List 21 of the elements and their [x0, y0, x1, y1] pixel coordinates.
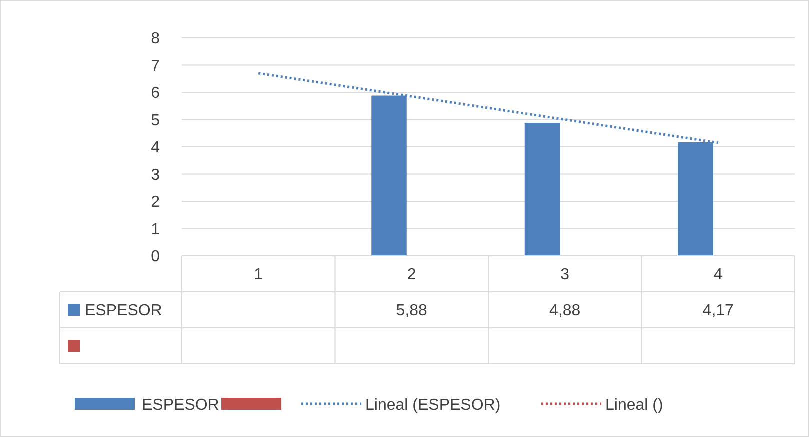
- y-tick-label: 2: [151, 194, 160, 212]
- text: ESPESOR: [85, 302, 162, 320]
- y-tick-label: 3: [151, 166, 160, 184]
- x-tick-label: 2: [407, 266, 416, 284]
- y-tick-label: 5: [151, 112, 160, 130]
- x-tick-label: 1: [254, 266, 264, 284]
- legend-label: ESPESOR: [142, 397, 220, 414]
- y-tick-label: 8: [151, 30, 160, 48]
- legend-label: Lineal (ESPESOR): [366, 397, 501, 414]
- x-tick-label: 4: [714, 266, 723, 284]
- y-tick-label: 4: [151, 140, 160, 157]
- data-label: 4,17: [702, 302, 734, 320]
- y-tick-label: 6: [151, 85, 160, 102]
- bar: [524, 123, 560, 256]
- y-tick-label: 0: [151, 248, 160, 266]
- data-label: 4,88: [550, 302, 581, 320]
- y-tick-label: 7: [151, 58, 160, 75]
- y-tick-label: 1: [151, 221, 160, 238]
- x-tick-label: 3: [560, 266, 570, 284]
- legend-label: Lineal (): [606, 397, 664, 414]
- data-label: 5,88: [396, 302, 428, 320]
